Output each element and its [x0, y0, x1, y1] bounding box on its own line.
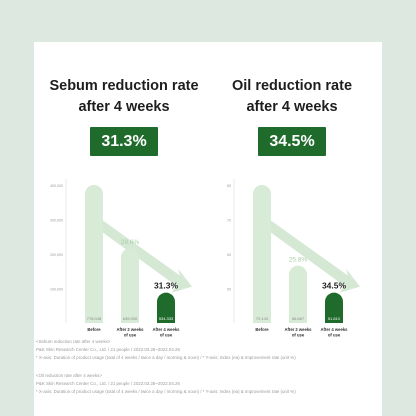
y-tick-label: 100,000 [50, 288, 63, 292]
trend-arrow [266, 217, 360, 293]
value-label-3: 51.810 [328, 316, 341, 321]
y-tick-label: 300,000 [50, 219, 63, 223]
bar-3 [325, 292, 343, 323]
value-label-2: 58.667 [292, 316, 305, 321]
rate-label-3: 34.5% [322, 281, 347, 291]
oil-chart-title: Oil reduction rate after 4 weeks [210, 76, 374, 118]
sebum-bar-chart: 400,000 300,000 200,000 100,000 778.048 Befor… [50, 179, 192, 338]
bar-1 [85, 185, 103, 323]
sebum-panel: Sebum reduction rate after 4 weeks 31.3%… [42, 76, 206, 356]
bar-2 [121, 248, 139, 323]
category-label-2: After 2 weeks [285, 327, 313, 332]
category-label-2: After 2 weeks [117, 327, 145, 332]
y-tick-label: 200,000 [50, 253, 63, 257]
sebum-rate-badge: 31.3% [90, 127, 158, 156]
sebum-note-source: P&K Skin Research Center Co., Ltd. / 21 … [36, 347, 180, 352]
oil-note-heading: <Oil reduction rate after 4 weeks> [36, 373, 102, 378]
value-label-1: 79.143 [256, 316, 269, 321]
oil-bar-chart: 80 70 60 50 79.143 Before 58.667 25.8% After 2 w… [227, 179, 360, 338]
y-tick-label: 70 [227, 219, 231, 223]
oil-note-axes: * X-axis: Duration of product usage (tot… [36, 389, 296, 394]
category-label-1: Before [87, 327, 101, 332]
value-label-3: 534.333 [159, 316, 174, 321]
y-tick-label: 50 [227, 288, 231, 292]
rate-label-2: 28.6% [121, 239, 140, 246]
y-tick-label: 400,000 [50, 184, 63, 188]
y-tick-label: 60 [227, 253, 231, 257]
category-label-1: Before [255, 327, 269, 332]
trend-arrow [98, 217, 192, 293]
sebum-note-axes: * X-axis: Duration of product usage (tot… [36, 355, 296, 360]
rate-label-2: 25.8% [289, 257, 308, 264]
rate-label-3: 31.3% [154, 281, 179, 291]
sebum-chart-title: Sebum reduction rate after 4 weeks [42, 76, 206, 118]
oil-title-line-2: after 4 weeks [246, 99, 338, 115]
oil-panel: Oil reduction rate after 4 weeks 34.5% 8… [210, 76, 374, 356]
oil-rate-badge: 34.5% [258, 127, 326, 156]
sebum-title-line-2: after 4 weeks [78, 99, 170, 115]
category-label-3: After 4 weeks [153, 327, 181, 332]
bar-3 [157, 292, 175, 323]
value-label-1: 778.048 [87, 316, 102, 321]
sebum-note-heading: <Sebum reduction rate after 4 weeks> [36, 339, 111, 344]
value-label-2: 635.000 [123, 316, 138, 321]
sebum-title-line-1: Sebum reduction rate [49, 78, 199, 94]
bar-2 [289, 265, 307, 323]
footnotes: <Sebum reduction rate after 4 weeks> P&K… [34, 338, 382, 396]
category-label-2: of use [292, 333, 305, 338]
bar-1 [253, 185, 271, 323]
y-tick-label: 80 [227, 184, 231, 188]
content-card: Sebum reduction rate after 4 weeks 31.3%… [34, 42, 382, 416]
category-label-3: of use [328, 333, 341, 338]
category-label-3: After 4 weeks [321, 327, 349, 332]
category-label-2: of use [124, 333, 137, 338]
oil-note-source: P&K Skin Research Center Co., Ltd. / 21 … [36, 381, 180, 386]
oil-title-line-1: Oil reduction rate [231, 78, 353, 94]
category-label-3: of use [160, 333, 173, 338]
